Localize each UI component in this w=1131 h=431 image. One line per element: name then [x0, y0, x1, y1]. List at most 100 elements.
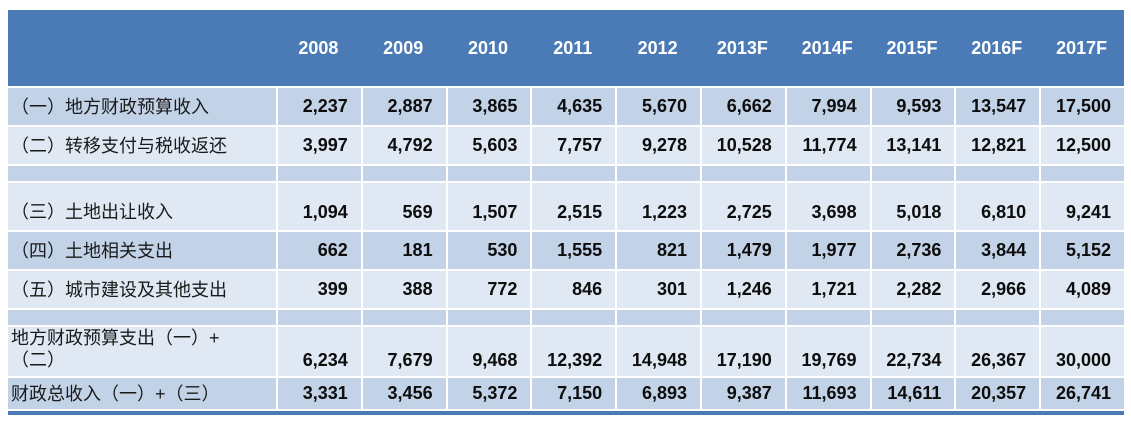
year-header-2010: 2010	[445, 10, 531, 88]
value-cell: 1,223	[615, 183, 700, 232]
value-cell: 3,997	[276, 127, 361, 166]
year-header-2016f: 2016F	[954, 10, 1040, 88]
fiscal-table-container: 2008 2009 2010 2011 2012 2013F 2014F 2015F 2016F…	[8, 10, 1124, 415]
value-cell: 17,500	[1039, 88, 1124, 127]
value-cell: 1,507	[445, 183, 531, 232]
value-cell: 5,603	[445, 127, 531, 166]
row-label	[8, 310, 276, 327]
value-cell	[699, 166, 785, 183]
row-label: （三）土地出让收入	[8, 183, 276, 232]
value-cell: 2,725	[699, 183, 785, 232]
value-cell: 530	[445, 232, 531, 271]
value-cell: 772	[445, 271, 531, 310]
year-header-2011: 2011	[530, 10, 616, 88]
value-cell: 3,844	[954, 232, 1040, 271]
value-cell: 13,141	[869, 127, 955, 166]
value-cell: 6,662	[699, 88, 785, 127]
value-cell	[1039, 310, 1124, 327]
value-cell: 399	[276, 271, 361, 310]
table-header: 2008 2009 2010 2011 2012 2013F 2014F 2015F 2016F…	[8, 10, 1124, 88]
value-cell	[530, 310, 616, 327]
value-cell: 12,821	[954, 127, 1040, 166]
value-cell	[445, 310, 531, 327]
table-corner-cell	[8, 10, 276, 88]
value-cell: 7,679	[360, 327, 446, 378]
year-header-2013f: 2013F	[699, 10, 785, 88]
value-cell: 6,893	[615, 378, 700, 411]
value-cell: 11,774	[784, 127, 870, 166]
value-cell	[276, 166, 361, 183]
value-cell: 181	[360, 232, 446, 271]
value-cell	[360, 310, 446, 327]
value-cell: 7,757	[530, 127, 616, 166]
value-cell: 4,089	[1039, 271, 1124, 310]
value-cell	[615, 310, 700, 327]
value-cell: 5,018	[869, 183, 955, 232]
value-cell: 2,515	[530, 183, 616, 232]
value-cell: 12,392	[530, 327, 616, 378]
value-cell: 3,698	[784, 183, 870, 232]
value-cell	[784, 310, 870, 327]
value-cell	[615, 166, 700, 183]
table-row: 地方财政预算支出（一）+ （二） 6,234 7,679 9,468 12,392 14,…	[8, 327, 1124, 378]
value-cell: 2,237	[276, 88, 361, 127]
table-row: （三）土地出让收入 1,094 569 1,507 2,515 1,223 2,725 3,6…	[8, 183, 1124, 232]
value-cell: 662	[276, 232, 361, 271]
value-cell	[699, 310, 785, 327]
value-cell: 3,865	[445, 88, 531, 127]
value-cell: 12,500	[1039, 127, 1124, 166]
table-row: （二）转移支付与税收返还 3,997 4,792 5,603 7,757 9,278 10,…	[8, 127, 1124, 166]
value-cell: 17,190	[699, 327, 785, 378]
value-cell: 5,372	[445, 378, 531, 411]
value-cell: 20,357	[954, 378, 1040, 411]
year-header-2008: 2008	[276, 10, 361, 88]
value-cell	[276, 310, 361, 327]
value-cell: 30,000	[1039, 327, 1124, 378]
value-cell	[869, 166, 955, 183]
value-cell: 821	[615, 232, 700, 271]
value-cell: 3,456	[360, 378, 446, 411]
value-cell: 2,736	[869, 232, 955, 271]
value-cell: 5,152	[1039, 232, 1124, 271]
value-cell: 1,479	[699, 232, 785, 271]
year-header-2014f: 2014F	[784, 10, 870, 88]
value-cell: 26,741	[1039, 378, 1124, 411]
value-cell: 9,593	[869, 88, 955, 127]
value-cell: 2,966	[954, 271, 1040, 310]
value-cell: 2,282	[869, 271, 955, 310]
value-cell: 2,887	[360, 88, 446, 127]
value-cell: 1,555	[530, 232, 616, 271]
value-cell: 4,792	[360, 127, 446, 166]
row-label: （一）地方财政预算收入	[8, 88, 276, 127]
year-header-2009: 2009	[360, 10, 446, 88]
year-header-2017f: 2017F	[1039, 10, 1124, 88]
value-cell: 4,635	[530, 88, 616, 127]
value-cell: 10,528	[699, 127, 785, 166]
value-cell	[869, 310, 955, 327]
table-row: （四）土地相关支出 662 181 530 1,555 821 1,479 1,977 2,73…	[8, 232, 1124, 271]
row-label	[8, 166, 276, 183]
value-cell: 11,693	[784, 378, 870, 411]
spacer-row	[8, 310, 1124, 327]
value-cell: 14,948	[615, 327, 700, 378]
row-label: 财政总收入（一）+（三）	[8, 378, 276, 411]
value-cell: 1,094	[276, 183, 361, 232]
value-cell: 1,246	[699, 271, 785, 310]
year-header-2012: 2012	[615, 10, 700, 88]
value-cell: 7,994	[784, 88, 870, 127]
spacer-row	[8, 166, 1124, 183]
table-row: （五）城市建设及其他支出 399 388 772 846 301 1,246 1,721 2,2…	[8, 271, 1124, 310]
value-cell: 569	[360, 183, 446, 232]
row-label: （四）土地相关支出	[8, 232, 276, 271]
value-cell: 3,331	[276, 378, 361, 411]
value-cell: 19,769	[784, 327, 870, 378]
value-cell: 388	[360, 271, 446, 310]
value-cell: 301	[615, 271, 700, 310]
value-cell	[954, 166, 1040, 183]
value-cell	[360, 166, 446, 183]
fiscal-data-table: 2008 2009 2010 2011 2012 2013F 2014F 2015F 2016F…	[8, 10, 1124, 411]
value-cell: 13,547	[954, 88, 1040, 127]
table-row: （一）地方财政预算收入 2,237 2,887 3,865 4,635 5,670 6,66…	[8, 88, 1124, 127]
row-label: 地方财政预算支出（一）+ （二）	[8, 327, 276, 378]
